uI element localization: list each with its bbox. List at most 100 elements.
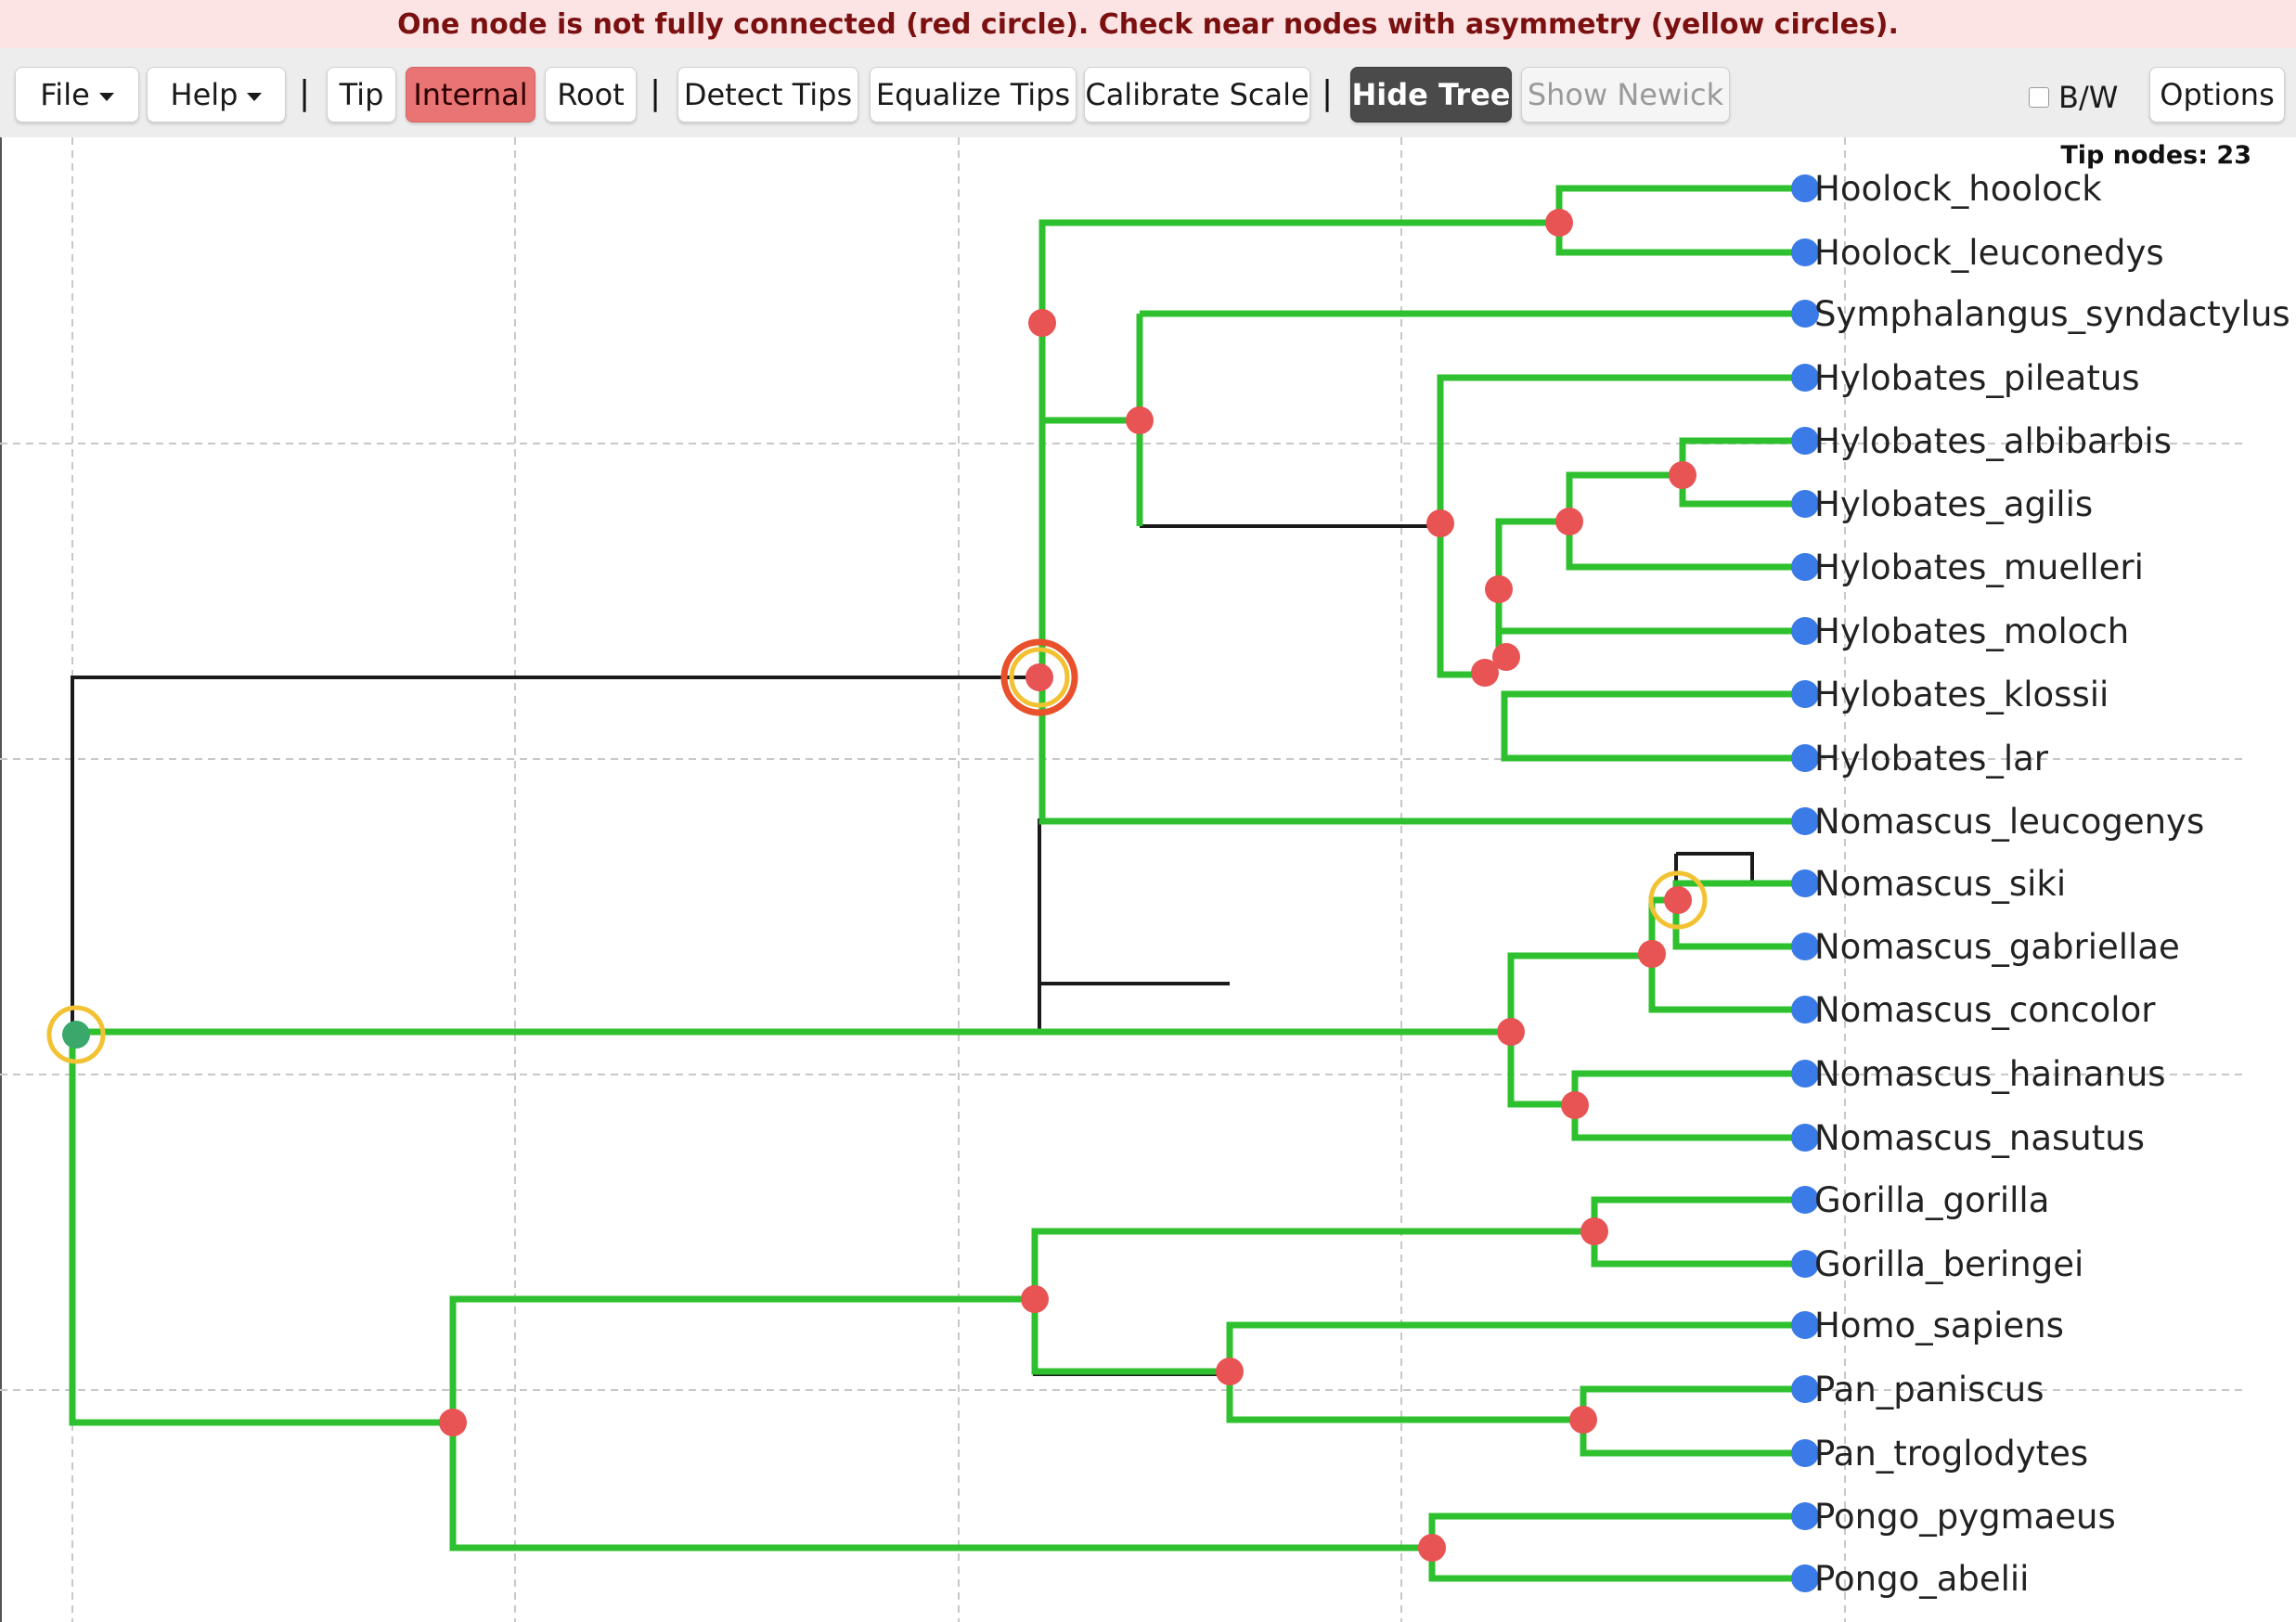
warning-banner: One node is not fully connected (red cir… bbox=[0, 0, 2296, 48]
tree-branch bbox=[1507, 1032, 1805, 1108]
tree-branch bbox=[1672, 900, 1805, 950]
toolbar-separator: | bbox=[1322, 74, 1334, 112]
tip-node[interactable] bbox=[1791, 174, 1819, 202]
tip-node[interactable] bbox=[1791, 553, 1819, 581]
tip-label: Nomascus_hainanus bbox=[1814, 1054, 2166, 1094]
toolbar-separator: | bbox=[299, 74, 311, 112]
tip-node[interactable] bbox=[1791, 996, 1819, 1023]
options-button[interactable]: Options bbox=[2149, 67, 2285, 122]
internal-node bbox=[439, 1409, 467, 1436]
file-menu-button[interactable]: File bbox=[15, 67, 139, 122]
equalize-tips-button[interactable]: Equalize Tips bbox=[870, 67, 1077, 122]
tip-label: Hylobates_agilis bbox=[1814, 484, 2093, 524]
tree-connector bbox=[71, 676, 1039, 1422]
internal-node bbox=[1545, 209, 1573, 237]
tip-node[interactable] bbox=[1791, 617, 1819, 645]
tip-label: Hylobates_muelleri bbox=[1814, 547, 2144, 587]
tip-label: Nomascus_gabriellae bbox=[1814, 927, 2180, 967]
tip-node[interactable] bbox=[1791, 869, 1819, 897]
internal-node bbox=[1555, 508, 1583, 535]
hide-tree-label: Hide Tree bbox=[1351, 77, 1511, 112]
tip-mode-button[interactable]: Tip bbox=[327, 67, 396, 122]
tip-label: Gorilla_beringei bbox=[1814, 1244, 2083, 1284]
disconnected-error-ring bbox=[1000, 638, 1078, 716]
asymmetry-warning-ring bbox=[46, 1005, 106, 1064]
tree-branch bbox=[1580, 1420, 1805, 1457]
tip-label: Homo_sapiens bbox=[1814, 1306, 2064, 1345]
help-menu-button[interactable]: Help bbox=[147, 67, 286, 122]
tip-node[interactable] bbox=[1791, 427, 1819, 455]
internal-node bbox=[1638, 940, 1666, 968]
toolbar: File Help | Tip Internal Root | Detect T… bbox=[0, 48, 2296, 137]
internal-mode-label: Internal bbox=[413, 77, 528, 112]
tip-mode-label: Tip bbox=[339, 77, 384, 112]
calibrate-scale-label: Calibrate Scale bbox=[1085, 77, 1309, 112]
tree-branch bbox=[449, 1196, 1805, 1422]
tip-label: Hylobates_pileatus bbox=[1814, 358, 2140, 398]
tip-node[interactable] bbox=[1791, 744, 1819, 772]
tree-branch bbox=[1507, 952, 1805, 1032]
tree-canvas[interactable]: Hoolock_hoolock Hoolock_leuconedys Symphal… bbox=[0, 137, 2296, 1622]
asymmetry-warning-ring bbox=[1009, 647, 1070, 708]
detect-tips-button[interactable]: Detect Tips bbox=[677, 67, 858, 122]
tip-node[interactable] bbox=[1791, 238, 1819, 266]
tip-node[interactable] bbox=[1791, 1060, 1819, 1088]
tip-label: Hoolock_hoolock bbox=[1814, 169, 2102, 209]
tip-node[interactable] bbox=[1791, 1250, 1819, 1278]
tip-node[interactable] bbox=[1791, 1439, 1819, 1467]
file-menu-label: File bbox=[40, 77, 90, 112]
tip-count-label: Tip nodes: 23 bbox=[2053, 137, 2259, 174]
root-mode-label: Root bbox=[557, 77, 625, 112]
tip-label: Nomascus_concolor bbox=[1814, 990, 2156, 1030]
calibrate-scale-button[interactable]: Calibrate Scale bbox=[1084, 67, 1310, 122]
bw-toggle[interactable]: B/W bbox=[2029, 80, 2118, 115]
toolbar-separator: | bbox=[650, 74, 662, 112]
chevron-down-icon bbox=[98, 92, 114, 101]
tip-node[interactable] bbox=[1791, 1186, 1819, 1214]
tip-node[interactable] bbox=[1791, 1375, 1819, 1403]
tree-branch bbox=[1428, 1548, 1805, 1582]
help-menu-label: Help bbox=[170, 77, 239, 112]
internal-node bbox=[1471, 659, 1499, 687]
tip-node[interactable] bbox=[1791, 490, 1819, 518]
internal-node bbox=[1126, 406, 1154, 434]
bw-label: B/W bbox=[2058, 80, 2119, 115]
tip-label: Hylobates_lar bbox=[1814, 739, 2049, 779]
warning-message: One node is not fully connected (red cir… bbox=[397, 7, 1899, 41]
internal-node bbox=[1492, 643, 1520, 671]
internal-mode-button[interactable]: Internal bbox=[406, 67, 535, 122]
tip-node[interactable] bbox=[1791, 680, 1819, 708]
internal-node bbox=[1418, 1534, 1446, 1562]
tip-label: Pan_troglodytes bbox=[1814, 1434, 2088, 1474]
tip-node[interactable] bbox=[1791, 364, 1819, 392]
internal-node bbox=[1497, 1018, 1525, 1046]
tip-node[interactable] bbox=[1791, 1311, 1819, 1339]
tip-label: Pan_paniscus bbox=[1814, 1370, 2044, 1410]
tree-branch bbox=[449, 1422, 1805, 1551]
tip-label: Hoolock_leuconedys bbox=[1814, 233, 2164, 273]
tip-node[interactable] bbox=[1791, 1564, 1819, 1592]
tip-node[interactable] bbox=[1791, 933, 1819, 960]
tree-branch bbox=[1495, 518, 1805, 635]
tree-branch bbox=[1031, 1299, 1805, 1375]
tip-node[interactable] bbox=[1791, 300, 1819, 328]
tip-node[interactable] bbox=[1791, 1502, 1819, 1530]
tree-connector bbox=[1676, 852, 1754, 886]
tip-node[interactable] bbox=[1791, 807, 1819, 835]
chevron-down-icon bbox=[247, 92, 263, 101]
tip-label: Hylobates_klossii bbox=[1814, 675, 2109, 714]
internal-node bbox=[1028, 309, 1056, 337]
detect-tips-label: Detect Tips bbox=[683, 77, 853, 112]
internal-node bbox=[1580, 1217, 1608, 1245]
canvas-left-border bbox=[0, 137, 2, 1622]
hide-tree-button[interactable]: Hide Tree bbox=[1350, 67, 1512, 122]
bw-checkbox[interactable] bbox=[2029, 87, 2049, 108]
tree-branch bbox=[1501, 690, 1805, 762]
root-mode-button[interactable]: Root bbox=[545, 67, 637, 122]
tip-node[interactable] bbox=[1791, 1124, 1819, 1152]
internal-node bbox=[1021, 1285, 1049, 1313]
show-newick-button[interactable]: Show Newick bbox=[1521, 67, 1730, 122]
tree-branch bbox=[1571, 1104, 1805, 1141]
tree-branch bbox=[1679, 437, 1805, 508]
tip-label: Pongo_pygmaeus bbox=[1814, 1497, 2116, 1537]
